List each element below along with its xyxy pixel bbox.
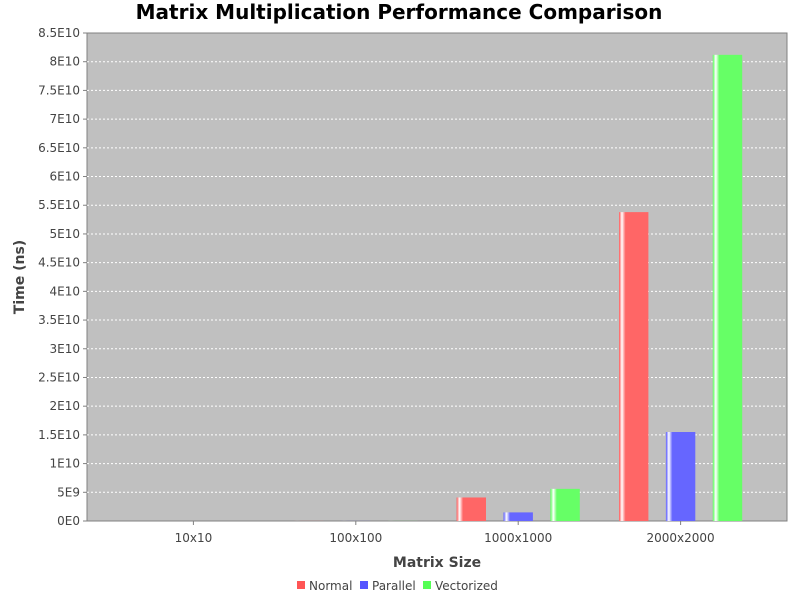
y-tick-label: 6E10 [50, 170, 81, 184]
x-tick-label: 2000x2000 [647, 531, 715, 545]
y-tick-label: 7E10 [50, 112, 81, 126]
bar-normal-1000x1000 [456, 497, 486, 521]
x-axis-title: Matrix Size [393, 555, 481, 571]
y-tick-label: 3.5E10 [38, 313, 80, 327]
bar-vectorized-1000x1000 [550, 488, 580, 521]
x-tick-label: 10x10 [175, 531, 213, 545]
y-axis-ticks: 0E0 5E9 1E10 1.5E10 2E10 2.5E10 3E10 3.5E10 4E10… [38, 26, 87, 528]
y-tick-label: 4E10 [50, 284, 81, 298]
legend-swatch-vectorized [423, 581, 431, 589]
x-axis-ticks: 10x10 100x100 1000x1000 2000x2000 [175, 521, 715, 545]
y-tick-label: 5E9 [57, 485, 80, 499]
y-tick-label: 1E10 [50, 457, 81, 471]
y-tick-label: 3E10 [50, 342, 81, 356]
legend-swatch-parallel [360, 581, 368, 589]
y-tick-label: 5.5E10 [38, 198, 80, 212]
y-tick-label: 2E10 [50, 399, 81, 413]
bar-vectorized-2000x2000 [712, 54, 743, 521]
bar-parallel-1000x1000 [503, 512, 533, 521]
legend-label-parallel: Parallel [372, 579, 416, 593]
legend-swatch-normal [297, 581, 305, 589]
legend-label-vectorized: Vectorized [435, 579, 498, 593]
y-tick-label: 1.5E10 [38, 428, 80, 442]
y-tick-label: 5E10 [50, 227, 81, 241]
y-tick-label: 0E0 [57, 514, 80, 528]
y-tick-label: 8E10 [50, 55, 81, 69]
legend-label-normal: Normal [309, 579, 352, 593]
bars [294, 54, 743, 521]
bar-normal-2000x2000 [619, 212, 649, 521]
y-tick-label: 4.5E10 [38, 256, 80, 270]
grid-lines [87, 61, 787, 493]
y-axis-title: Time (ns) [12, 240, 28, 314]
bar-parallel-2000x2000 [665, 432, 696, 521]
x-tick-label: 100x100 [329, 531, 382, 545]
legend: Normal Parallel Vectorized [297, 579, 498, 593]
y-tick-label: 2.5E10 [38, 370, 80, 384]
y-tick-label: 7.5E10 [38, 83, 80, 97]
chart-title: Matrix Multiplication Performance Compar… [136, 0, 663, 24]
y-tick-label: 8.5E10 [38, 26, 80, 40]
y-tick-label: 6.5E10 [38, 141, 80, 155]
x-tick-label: 1000x1000 [484, 531, 552, 545]
